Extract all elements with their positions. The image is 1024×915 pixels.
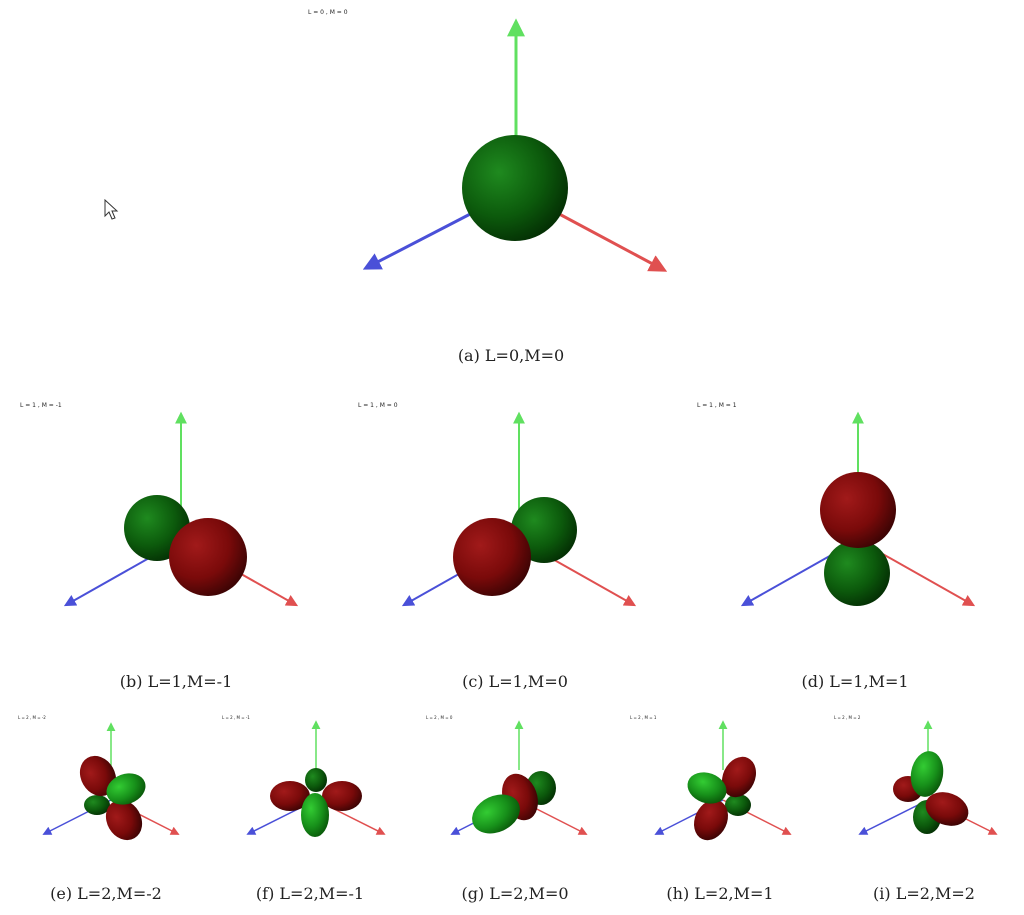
caption-c: (c) L=1,M=0 — [462, 672, 568, 691]
panel-e-render-label: L = 2 , M = -2 — [18, 715, 46, 720]
mouse-pointer-icon — [104, 198, 120, 225]
panel-c-render-label: L = 1 , M = 0 — [358, 402, 398, 409]
caption-g: (g) L=2,M=0 — [461, 884, 569, 903]
panel-a-render-label: L = 0 , M = 0 — [308, 9, 348, 16]
panel-f-render-label: L = 2 , M = -1 — [222, 715, 250, 720]
panel-d-render — [740, 411, 976, 607]
caption-h: (h) L=2,M=1 — [666, 884, 774, 903]
caption-i: (i) L=2,M=2 — [873, 884, 975, 903]
caption-b: (b) L=1,M=-1 — [119, 672, 233, 691]
s-orbital-sphere — [462, 135, 568, 241]
caption-d: (d) L=1,M=1 — [801, 672, 909, 691]
z-axis-arrow — [362, 208, 479, 270]
panel-c-render — [401, 411, 637, 607]
panel-i-render — [858, 720, 998, 835]
caption-f: (f) L=2,M=-1 — [255, 884, 365, 903]
panel-g-render — [450, 720, 588, 835]
panel-a-render — [362, 18, 668, 272]
panel-d-render-label: L = 1 , M = 1 — [697, 402, 737, 409]
panel-g-render-label: L = 2 , M = 0 — [426, 715, 453, 720]
panel-b-render-label: L = 1 , M = -1 — [20, 402, 62, 409]
panel-b-render — [63, 411, 299, 607]
caption-e: (e) L=2,M=-2 — [50, 884, 162, 903]
x-axis-arrow — [547, 206, 668, 272]
panel-f-render — [246, 720, 386, 837]
caption-a: (a) L=0,M=0 — [457, 346, 565, 365]
panel-e-render — [42, 722, 180, 841]
panel-h-render-label: L = 2 , M = 1 — [630, 715, 657, 720]
panel-h-render — [654, 720, 792, 841]
panel-i-render-label: L = 2 , M = 2 — [834, 715, 861, 720]
